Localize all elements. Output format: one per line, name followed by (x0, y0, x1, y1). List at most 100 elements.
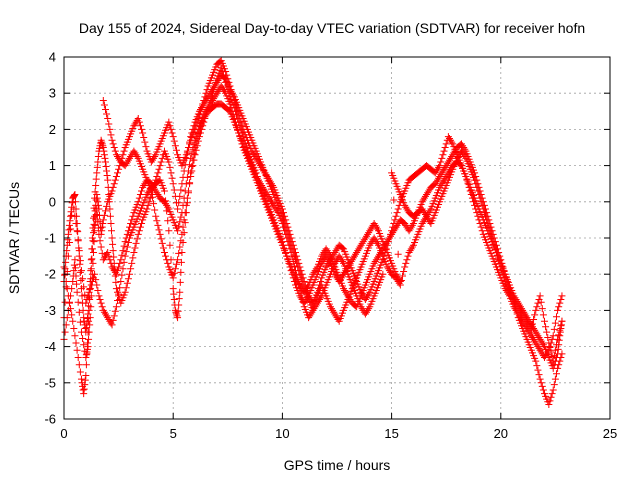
data-point (79, 306, 87, 314)
data-point (492, 248, 500, 256)
data-point (115, 165, 123, 173)
data-point (278, 238, 286, 246)
data-point (531, 337, 539, 345)
data-point (475, 216, 483, 224)
data-point (165, 227, 173, 235)
data-point (331, 248, 339, 256)
data-point (209, 86, 217, 94)
data-point (523, 317, 531, 325)
data-point (373, 225, 381, 233)
data-point (402, 203, 410, 211)
data-point (101, 310, 109, 318)
data-point (374, 252, 382, 260)
data-point (188, 167, 196, 175)
data-point (80, 314, 88, 322)
data-point (558, 350, 566, 358)
data-point (539, 386, 547, 394)
data-point (425, 216, 433, 224)
data-point (72, 339, 80, 347)
data-point (555, 303, 563, 311)
data-point (109, 265, 117, 273)
data-point (157, 158, 165, 166)
data-point (500, 274, 508, 282)
data-point (133, 235, 141, 243)
data-point (200, 100, 208, 108)
data-point (168, 174, 176, 182)
data-point (401, 263, 409, 271)
data-point (122, 160, 130, 168)
data-point (88, 281, 96, 289)
data-point (341, 286, 349, 294)
data-point (480, 209, 488, 217)
data-point (510, 296, 518, 304)
data-point (177, 268, 185, 276)
data-point (287, 267, 295, 275)
data-point (203, 107, 211, 115)
data-point (333, 314, 341, 322)
data-point (140, 134, 148, 142)
data-point (441, 163, 449, 171)
data-point (279, 216, 287, 224)
data-point (557, 353, 565, 361)
data-point (403, 205, 411, 213)
data-point (177, 186, 185, 194)
data-point (157, 235, 165, 243)
data-point (468, 194, 476, 202)
data-point (297, 294, 305, 302)
data-point (508, 292, 516, 300)
y-tick-label: -4 (44, 339, 56, 354)
data-point (179, 173, 187, 181)
data-point (99, 144, 107, 151)
data-point (99, 96, 107, 104)
data-point (117, 256, 125, 264)
data-point (311, 267, 319, 275)
data-point (204, 93, 212, 101)
data-point (433, 176, 441, 184)
data-point (130, 147, 138, 155)
data-point (82, 372, 90, 380)
data-point (406, 225, 414, 233)
data-point (240, 136, 248, 144)
data-point (188, 150, 196, 158)
data-point (342, 288, 350, 296)
data-point (384, 236, 392, 244)
data-point (454, 153, 462, 161)
data-point (555, 336, 563, 344)
data-point (373, 254, 381, 262)
data-point (420, 209, 428, 217)
data-point (490, 241, 498, 249)
data-point (396, 277, 404, 285)
data-point (105, 198, 113, 206)
data-point (540, 353, 548, 361)
data-point (187, 172, 195, 180)
data-point (331, 310, 339, 318)
data-point (71, 198, 79, 206)
data-point (101, 158, 109, 166)
data-point (75, 252, 83, 260)
data-point (545, 339, 553, 347)
data-point (135, 194, 143, 202)
data-point (233, 111, 241, 119)
data-point (77, 277, 85, 285)
data-point (531, 311, 539, 319)
data-point (447, 154, 455, 162)
data-point (383, 263, 391, 271)
data-point (470, 198, 477, 206)
data-point (294, 263, 302, 271)
data-point (432, 178, 440, 186)
data-point (250, 151, 258, 159)
data-point (184, 144, 192, 151)
data-point (180, 216, 188, 224)
data-point (431, 169, 439, 177)
data-point (65, 221, 73, 229)
data-point (401, 201, 409, 209)
data-point (115, 292, 123, 300)
data-point (532, 339, 540, 347)
data-point (323, 254, 331, 262)
data-point (340, 285, 348, 293)
data-point (104, 248, 112, 256)
data-point (83, 319, 91, 327)
series-track-5 (60, 71, 387, 336)
data-point (180, 167, 188, 175)
data-point (72, 272, 80, 280)
